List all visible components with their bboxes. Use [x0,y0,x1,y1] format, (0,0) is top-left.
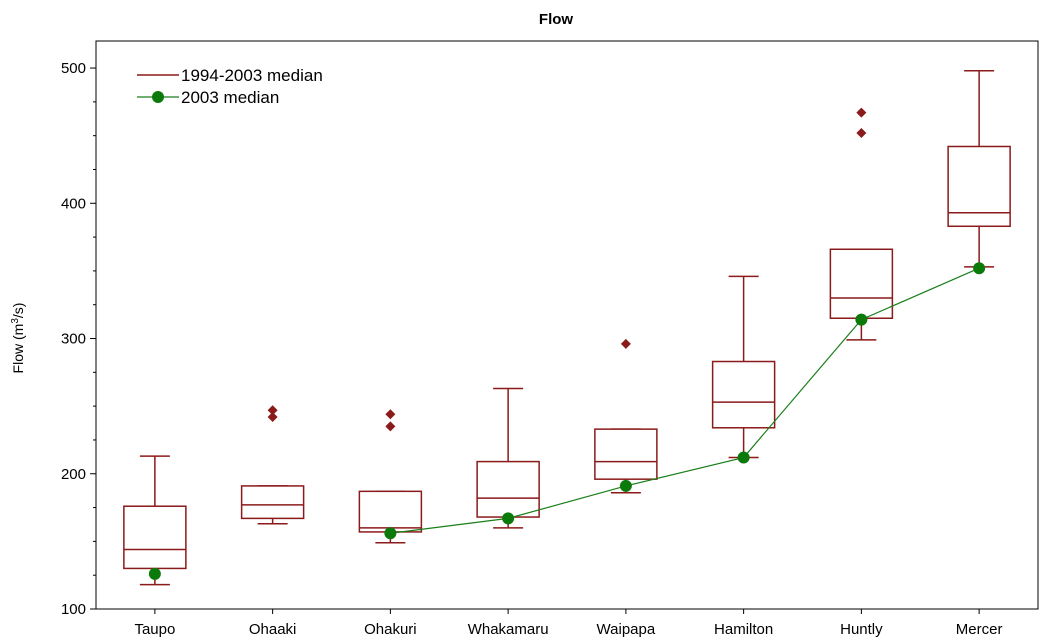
x-tick-label: Whakamaru [468,621,549,638]
x-tick-label: Taupo [134,621,175,638]
iqr-box [476,460,540,518]
y-axis-label: Flow (m3/s) [10,303,26,374]
iqr-box [240,485,305,520]
median-2003-point [973,262,986,275]
legend-label-box: 1994-2003 median [181,66,323,85]
box-waipapa [594,338,658,494]
legend-label-line: 2003 median [181,88,279,107]
median-2003-series [148,262,986,580]
box-hamilton [711,275,776,459]
iqr-box [829,248,894,319]
y-axis: 100 200 300 400 500 [61,60,96,618]
x-axis: Taupo Ohaaki Ohakuri Whakamaru Waipapa Hamilt… [134,609,1002,638]
median-2003-point [737,451,750,464]
y-axis-label-main: Flow (m [10,324,26,374]
x-tick-label: Hamilton [714,621,773,638]
median-2003-line [390,267,980,534]
y-tick-label: 200 [61,466,86,483]
y-axis-label-superscript: 3 [10,318,21,324]
y-tick-label: 500 [61,60,86,77]
box-whakamaru [476,387,540,529]
iqr-box [947,145,1011,228]
y-tick-label: 100 [61,601,86,618]
iqr-box [358,490,423,533]
y-tick-label: 400 [61,195,86,212]
box-ohakuri [358,409,423,544]
box-huntly [829,107,894,341]
x-tick-label: Mercer [956,621,1003,638]
outlier-point [385,409,396,420]
median-2003-point [855,313,868,326]
outlier-point [267,405,278,416]
box-mercer [947,70,1011,268]
y-tick-label: 300 [61,331,86,348]
legend: 1994-2003 median 2003 median [137,66,323,107]
box-series [123,70,1011,586]
outlier-point [856,107,867,118]
x-tick-label: Huntly [840,621,883,638]
x-tick-label: Ohakuri [364,621,417,638]
median-2003-point [148,567,161,580]
median-2003-point [384,527,397,540]
median-2003-point [502,512,515,525]
outlier-point [385,421,396,432]
outlier-point [856,127,867,138]
x-tick-label: Waipapa [597,621,656,638]
outlier-point [620,338,631,349]
iqr-box [711,360,776,429]
median-2003-point [619,479,632,492]
iqr-box [594,428,658,480]
box-taupo [123,455,187,586]
box-ohaaki [240,405,305,525]
y-axis-label-tail: /s) [10,303,26,319]
chart-title: Flow [539,11,573,28]
outlier-point [267,411,278,422]
plot-area-frame [95,40,1039,610]
legend-swatch-marker [152,91,164,103]
x-tick-label: Ohaaki [249,621,297,638]
iqr-box [123,505,187,570]
